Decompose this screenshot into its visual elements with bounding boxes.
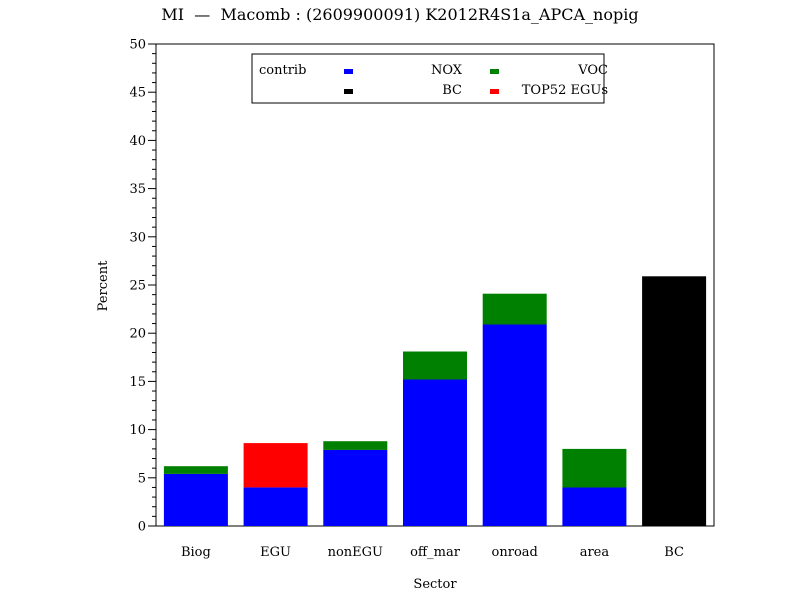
x-tick-label: area [580, 545, 610, 560]
legend-label: VOC [577, 63, 608, 78]
bar-area-NOX [562, 487, 627, 526]
y-tick-label: 25 [129, 279, 146, 294]
bar-off_mar-VOC [403, 351, 467, 380]
x-tick-label: Biog [181, 545, 211, 560]
y-tick-label: 35 [129, 182, 146, 197]
y-tick-label: 30 [129, 230, 146, 245]
y-tick-label: 50 [129, 38, 146, 53]
legend-label: BC [442, 83, 462, 98]
bar-onroad-VOC [482, 293, 547, 325]
chart-title: MI — Macomb : (2609900091) K2012R4S1a_AP… [161, 5, 639, 24]
bar-EGU-TOP52-EGUs [243, 443, 308, 488]
y-tick-label: 10 [129, 423, 146, 438]
legend-box [251, 53, 605, 104]
x-tick-label: off_mar [410, 545, 461, 560]
bar-BC-BC [642, 276, 707, 526]
legend-swatch-TOP52-EGUs [490, 89, 499, 94]
legend-title: contrib [259, 63, 306, 78]
y-tick-label: 40 [129, 134, 146, 149]
bar-Biog-NOX [163, 473, 228, 526]
x-tick-label: EGU [260, 545, 291, 560]
legend-label: TOP52 EGUs [522, 83, 608, 98]
legend-swatch-NOX [344, 69, 353, 74]
bar-off_mar-NOX [403, 379, 467, 526]
y-tick-label: 20 [129, 327, 146, 342]
bar-nonEGU-VOC [323, 441, 388, 450]
bar-nonEGU-NOX [323, 449, 388, 526]
x-tick-label: BC [664, 545, 684, 560]
x-tick-label: nonEGU [328, 545, 383, 560]
y-tick-label: 0 [138, 520, 146, 535]
x-axis-label: Sector [413, 577, 457, 592]
bar-EGU-NOX [243, 487, 308, 526]
bar-area-VOC [562, 448, 627, 488]
legend-label: NOX [431, 63, 463, 78]
bar-onroad-NOX [482, 324, 547, 526]
y-axis-label: Percent [96, 260, 111, 311]
y-tick-label: 45 [129, 86, 146, 101]
legend-swatch-BC [344, 89, 353, 94]
bar-Biog-VOC [163, 466, 228, 474]
legend-swatch-VOC [490, 69, 499, 74]
x-tick-label: onroad [492, 545, 538, 560]
y-tick-label: 5 [138, 471, 146, 486]
y-tick-label: 15 [129, 375, 146, 390]
